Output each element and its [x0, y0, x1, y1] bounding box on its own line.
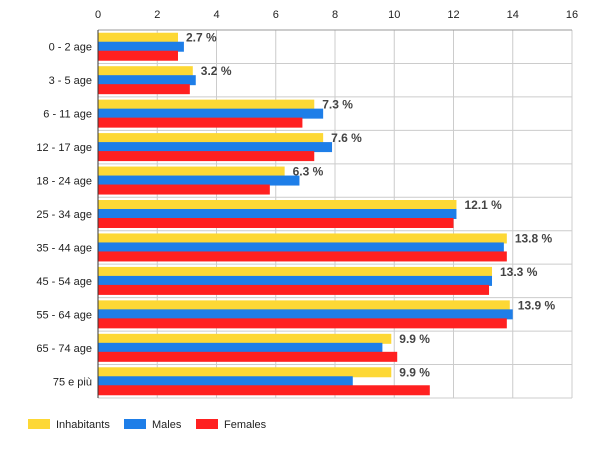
x-tick-label-1: 2	[154, 9, 160, 21]
bar-males-2	[98, 108, 324, 119]
data-label-9: 9.9 %	[399, 332, 430, 346]
bar-females-9	[98, 351, 398, 362]
bar-females-6	[98, 251, 507, 262]
bar-inhabitants-6	[98, 233, 507, 244]
bars	[98, 32, 513, 396]
bar-females-0	[98, 50, 178, 61]
category-label-6: 35 - 44 age	[36, 242, 92, 254]
bar-females-10	[98, 385, 430, 396]
bar-inhabitants-2	[98, 99, 315, 110]
legend-swatch-inhabitants	[28, 419, 50, 429]
x-tick-label-8: 16	[566, 9, 578, 21]
bar-males-1	[98, 75, 196, 86]
legend-swatch-males	[124, 419, 146, 429]
x-tick-label-5: 10	[388, 9, 400, 21]
category-label-2: 6 - 11 age	[43, 109, 92, 121]
category-label-5: 25 - 34 age	[36, 209, 92, 221]
data-label-4: 6.3 %	[293, 165, 324, 179]
bar-inhabitants-4	[98, 166, 285, 177]
bar-inhabitants-5	[98, 200, 457, 210]
data-label-2: 7.3 %	[322, 98, 353, 112]
x-tick-label-4: 8	[332, 9, 338, 21]
x-tick-label-3: 6	[273, 9, 279, 21]
category-label-8: 55 - 64 age	[36, 309, 92, 321]
bar-males-0	[98, 41, 184, 52]
category-label-4: 18 - 24 age	[36, 176, 92, 188]
bar-males-7	[98, 275, 493, 286]
legend-label-males: Males	[152, 419, 182, 431]
legend-label-inhabitants: Inhabitants	[56, 419, 110, 431]
data-labels: 2.7 % 3.2 % 7.3 % 7.6 % 6.3 % 12.1 % 13.8 % 13.…	[186, 31, 555, 380]
data-label-3: 7.6 %	[331, 131, 362, 145]
axes: 0 2 4 6 8 10 12 14 16 0 - 2 age 3 - 5 age 6 - 11 ag…	[36, 9, 578, 398]
bar-males-5	[98, 209, 457, 219]
bar-males-3	[98, 142, 333, 153]
data-label-7: 13.3 %	[500, 265, 538, 279]
bar-males-9	[98, 342, 383, 353]
bar-females-5	[98, 218, 454, 228]
bar-females-3	[98, 151, 315, 162]
x-tick-label-2: 4	[213, 9, 219, 21]
category-label-9: 65 - 74 age	[36, 343, 92, 355]
data-label-6: 13.8 %	[515, 231, 553, 245]
category-label-7: 45 - 54 age	[36, 276, 92, 288]
x-tick-label-6: 12	[447, 9, 459, 21]
bar-females-7	[98, 284, 490, 295]
x-tick-label-7: 14	[507, 9, 519, 21]
x-tick-label-0: 0	[95, 9, 101, 21]
data-label-5: 12.1 %	[464, 198, 502, 212]
data-label-8: 13.9 %	[518, 298, 556, 312]
data-label-10: 9.9 %	[399, 365, 430, 379]
bar-males-10	[98, 376, 353, 387]
bar-inhabitants-1	[98, 66, 193, 77]
bar-inhabitants-3	[98, 133, 324, 144]
bar-females-8	[98, 318, 507, 329]
bar-inhabitants-10	[98, 367, 392, 378]
data-label-1: 3.2 %	[201, 64, 232, 78]
bar-males-8	[98, 309, 513, 320]
category-label-0: 0 - 2 age	[49, 42, 92, 54]
category-label-3: 12 - 17 age	[36, 142, 92, 154]
bar-inhabitants-0	[98, 32, 178, 43]
category-label-1: 3 - 5 age	[49, 75, 92, 87]
data-label-0: 2.7 %	[186, 31, 217, 45]
bar-males-6	[98, 242, 504, 253]
category-label-10: 75 e più	[53, 376, 92, 388]
bar-inhabitants-8	[98, 300, 510, 311]
legend-swatch-females	[196, 419, 218, 429]
legend: Inhabitants Males Females	[28, 419, 267, 431]
bar-females-1	[98, 84, 190, 95]
legend-label-females: Females	[224, 419, 267, 431]
bar-females-2	[98, 117, 303, 128]
bar-females-4	[98, 184, 270, 195]
bar-males-4	[98, 175, 300, 186]
grid	[98, 29, 573, 399]
bar-inhabitants-9	[98, 333, 392, 344]
bar-inhabitants-7	[98, 266, 493, 277]
